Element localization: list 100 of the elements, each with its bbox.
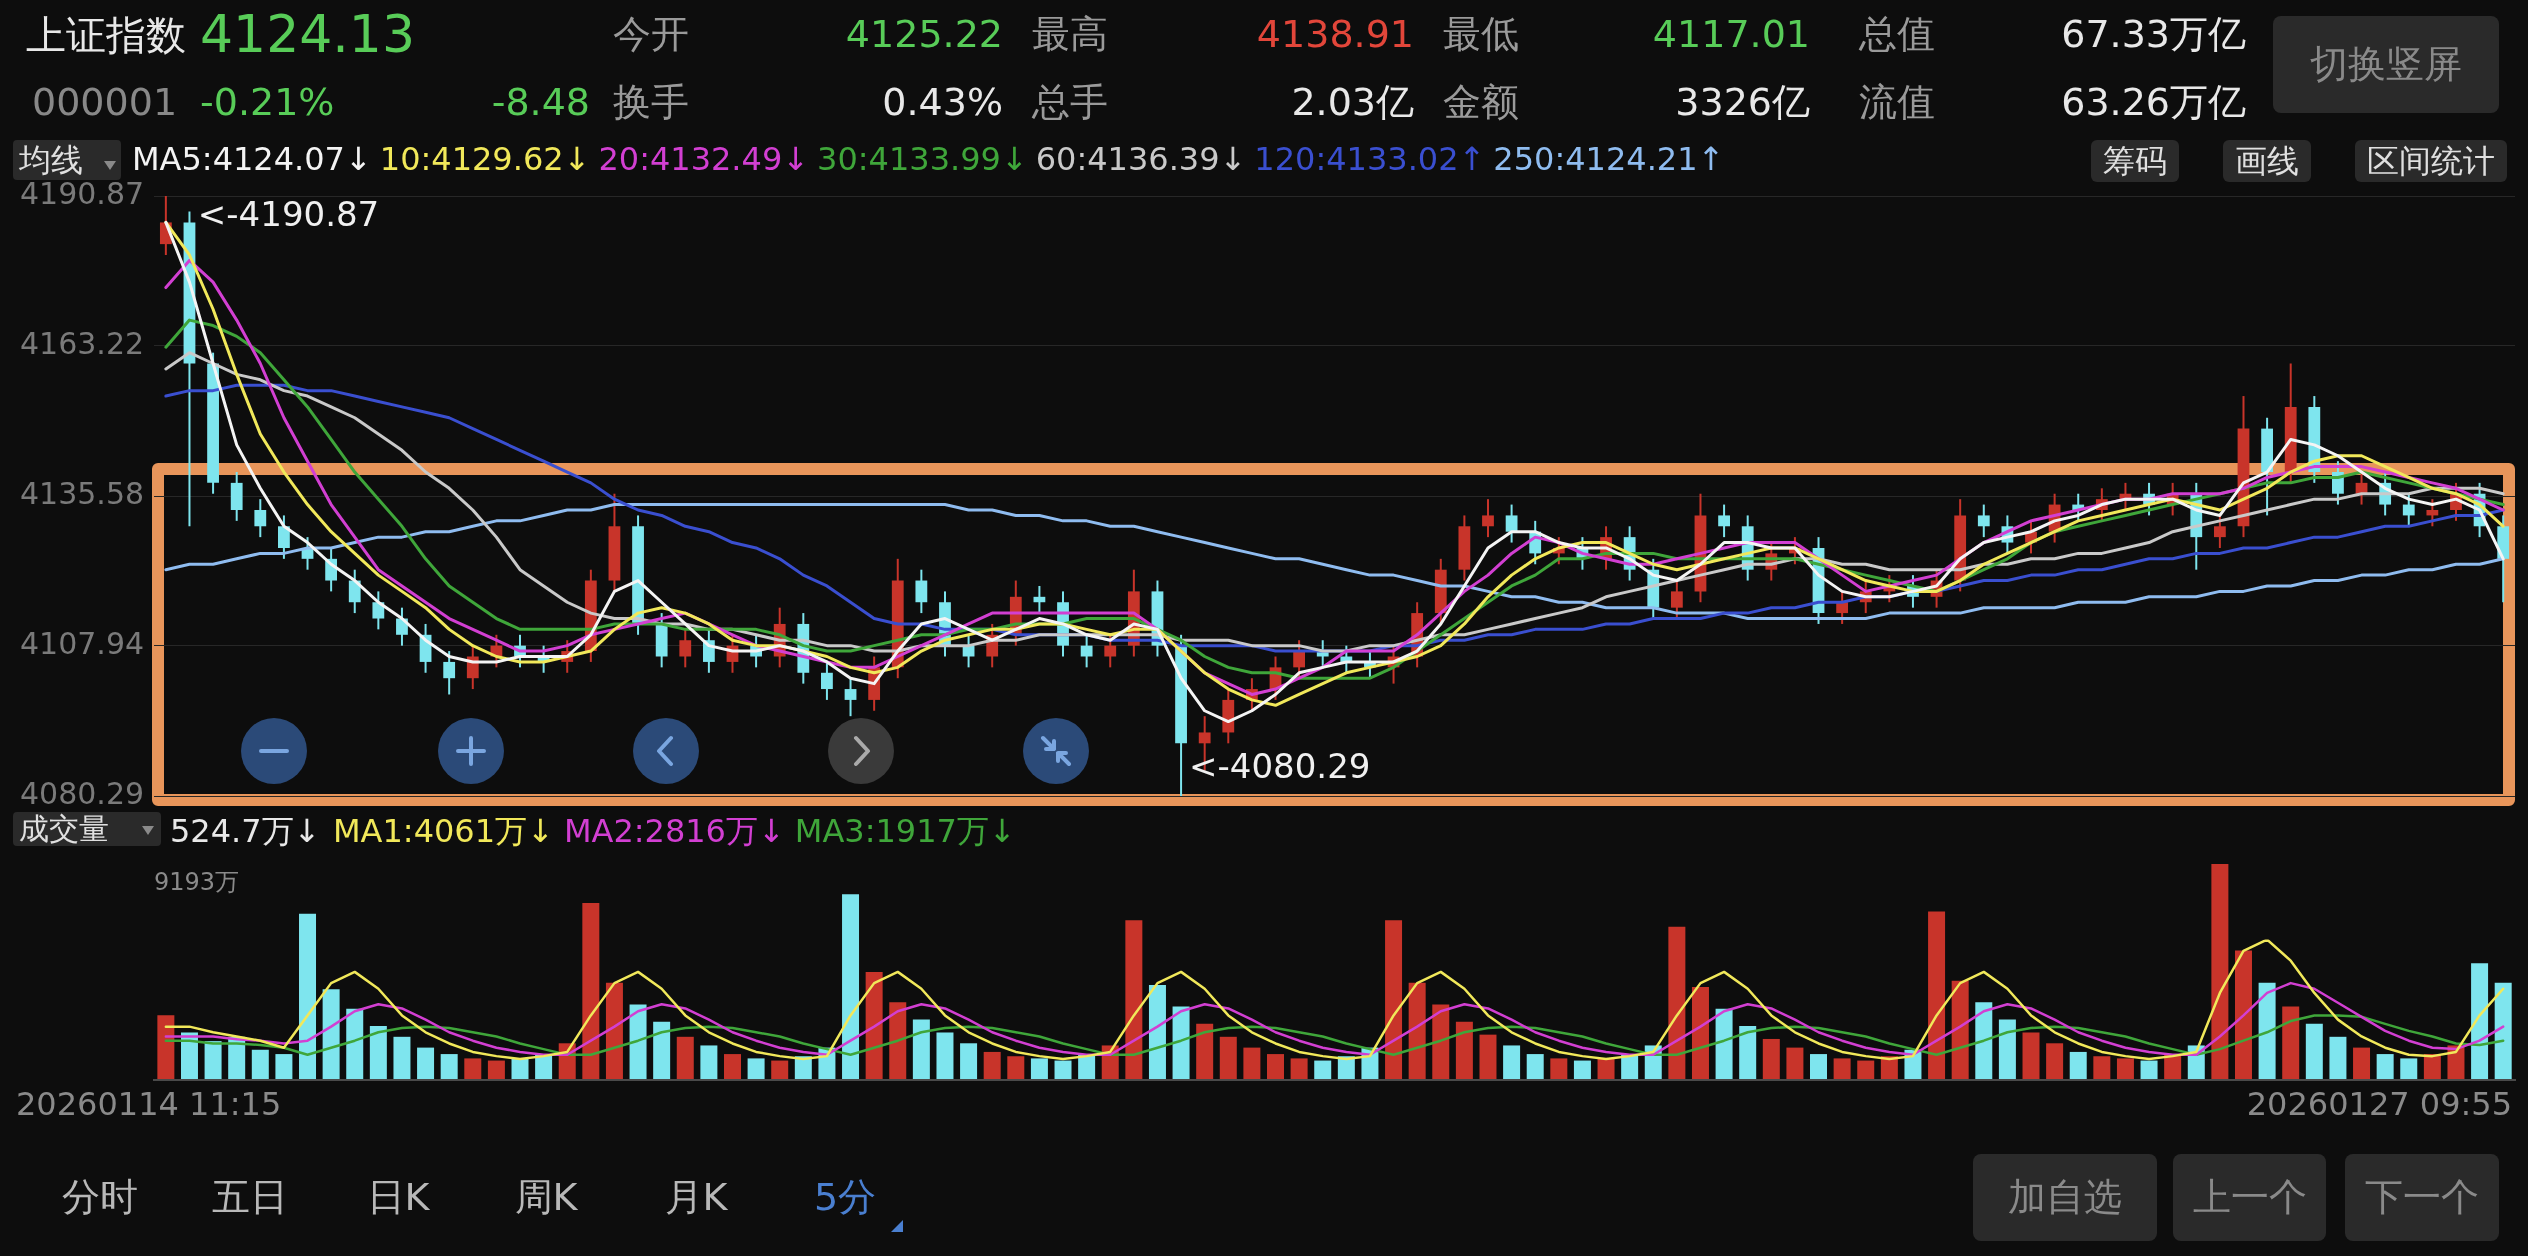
text: 今开 [613,12,689,57]
text: 3326亿 [1675,80,1810,125]
bar [1810,1054,1828,1080]
text: 五日 [212,1175,288,1220]
text: 总值 [1859,12,1935,57]
candlestick [1505,503,1518,544]
text: 20260114 11:15 [16,1084,282,1123]
text: 120:4133.02↑ [1254,140,1486,178]
text: 均线 [13,140,121,180]
candlestick [254,498,267,539]
bar [1196,1023,1214,1080]
bar [2140,1060,2158,1080]
text: 金额 [1443,80,1519,125]
bar [322,989,340,1080]
bar [1739,1026,1757,1080]
bar [2353,1047,2371,1080]
candlestick [915,568,928,615]
candlestick [2213,514,2226,549]
candlestick [1977,503,1990,539]
bar [393,1036,411,1080]
bar [1762,1038,1780,1080]
bar [1998,1019,2016,1080]
bar [1550,1058,1568,1080]
candlestick [844,677,857,718]
bar [251,1049,269,1080]
bar [1054,1060,1072,1080]
text: 下一个 [2345,1154,2499,1241]
text: 250:4124.21↑ [1493,140,1725,178]
text: 5分 [813,1175,877,1220]
y-tick-label: 4135.58 [20,475,145,511]
bar [299,913,317,1080]
text: 4138.91 [1256,12,1414,57]
bar [1526,1054,1544,1080]
bar [1715,1008,1733,1080]
bar [960,1043,978,1080]
bar [2282,1006,2300,1080]
bar [1290,1058,1308,1080]
bar [865,972,883,1080]
bar [629,1004,647,1080]
text: 4124.13 [200,4,416,65]
y-tick-label: 4107.94 [20,625,145,661]
bar [2376,1054,2394,1080]
candlestick [1718,503,1730,539]
bar [2329,1036,2347,1080]
series-label: MA5:4124.07↓ [132,140,372,178]
bar [346,1008,364,1080]
bar [2069,1051,2087,1080]
bar [842,894,860,1080]
bar [1243,1047,1261,1080]
bar [204,1041,222,1080]
bar [1455,1021,1473,1080]
bar [1267,1054,1285,1080]
bar [2211,864,2229,1080]
bar [1479,1034,1497,1080]
text: 0.43% [882,80,1003,125]
text: 000001 [32,80,178,125]
bar [1314,1060,1332,1080]
bar [1975,1002,1993,1080]
bar [1172,1006,1190,1080]
bar [1833,1058,1851,1080]
bar [1148,984,1166,1080]
bar [1786,1047,1804,1080]
bar [1691,987,1709,1080]
candlestick [821,660,833,701]
text: 换手 [613,80,689,125]
text: -8.48 [491,80,590,125]
bar [1857,1060,1875,1080]
bar [2400,1058,2418,1080]
text: 画线 [2223,140,2311,182]
text: 30:4133.99↓ [817,140,1028,178]
bar [1385,920,1403,1080]
text: 总手 [1032,80,1108,125]
candlestick [1080,633,1093,669]
bar [700,1045,718,1080]
bar [771,1060,789,1080]
bar [1668,926,1686,1080]
y-tick-label: 4080.29 [20,775,145,811]
annotation: 9193万 [154,868,240,897]
bar [1503,1045,1521,1080]
bar [1928,911,1946,1080]
text: 区间统计 [2355,140,2507,182]
text: 最高 [1032,12,1108,57]
text: 月K [664,1175,728,1220]
bar [1030,1058,1048,1080]
text: 2.03亿 [1291,80,1414,125]
annotation: <-4080.29 [1189,745,1371,786]
annotation: <-4190.87 [197,193,380,234]
text: 周K [514,1175,578,1220]
bar [2471,963,2489,1080]
text: MA2:2816万↓ [563,811,785,852]
bar [2305,1023,2323,1080]
bar [983,1051,1001,1080]
bar [889,1002,907,1080]
text: -0.21% [200,80,335,125]
bar [275,1054,293,1080]
candlestick [2426,498,2439,528]
text: 加自选 [1973,1154,2157,1241]
bar [1007,1056,1025,1080]
bar [2234,950,2252,1080]
text: 4117.01 [1652,12,1810,57]
